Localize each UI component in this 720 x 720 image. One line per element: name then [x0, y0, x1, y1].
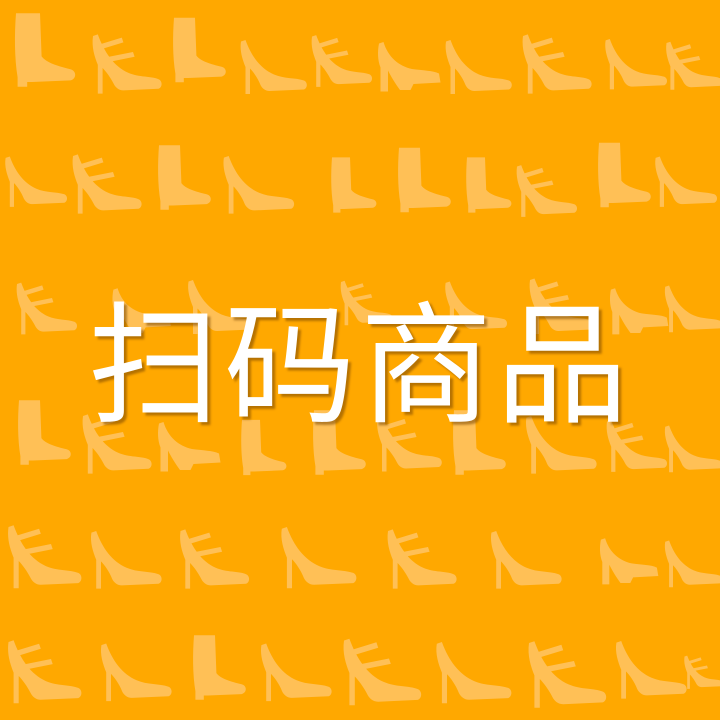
banner-title: 扫码商品 [88, 289, 632, 444]
